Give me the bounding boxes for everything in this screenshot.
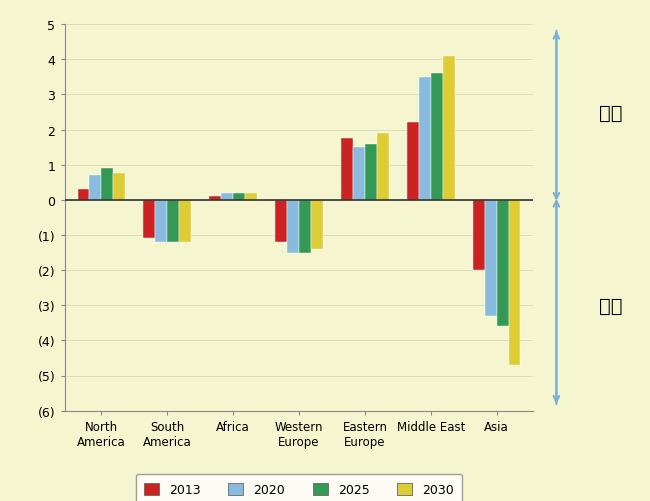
Bar [419,78,431,200]
Bar [443,57,454,200]
Bar [275,200,287,242]
Bar [311,200,323,249]
Bar [431,74,443,200]
Bar [287,200,299,253]
Bar [233,193,245,200]
Bar [365,144,377,200]
Bar [90,176,101,200]
Bar [497,200,508,327]
Bar [144,200,155,239]
Bar [485,200,497,316]
Text: 輸出: 輸出 [599,103,623,122]
Bar [341,139,353,200]
Legend: 2013, 2020, 2025, 2030: 2013, 2020, 2025, 2030 [136,474,462,501]
Bar [245,193,257,200]
Bar [167,200,179,242]
Text: 輸入: 輸入 [599,296,623,315]
Bar [407,123,419,200]
Bar [299,200,311,253]
Bar [101,169,113,200]
Bar [508,200,521,365]
Bar [377,134,389,200]
Bar [155,200,167,242]
Bar [113,174,125,200]
Bar [221,193,233,200]
Bar [77,190,90,200]
Bar [209,197,221,200]
Bar [473,200,485,271]
Bar [353,148,365,200]
Bar [179,200,191,242]
